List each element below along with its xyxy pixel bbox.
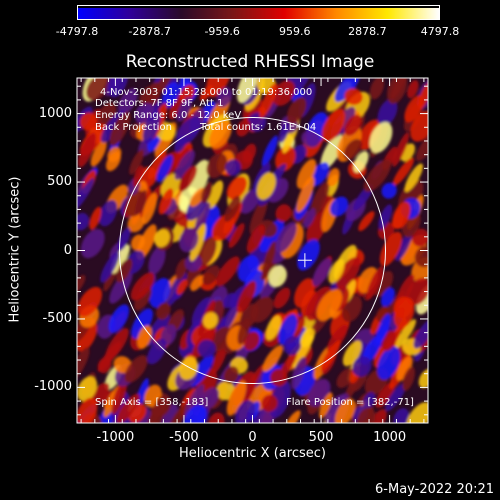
energy-range-text: Energy Range: 6.0 - 12.0 keV bbox=[95, 110, 242, 121]
time-range-text: 4-Nov-2003 01:15:28.000 to 01:19:36.000 bbox=[100, 87, 313, 98]
y-tick-label: 500 bbox=[47, 174, 72, 190]
x-tick-label: 500 bbox=[308, 430, 334, 445]
colorbar-tick-label: -4797.8 bbox=[55, 25, 99, 38]
colorbar-tick-label: -2878.7 bbox=[128, 25, 171, 38]
spin-axis-text: Spin Axis = [358,-183] bbox=[95, 397, 209, 408]
colorbar-tick-label: -959.6 bbox=[204, 25, 240, 38]
colorbar-tick-label: 4797.8 bbox=[420, 25, 460, 38]
solar-limb-circle bbox=[119, 117, 386, 384]
colorbar bbox=[77, 5, 440, 20]
colorbar-tick-label: 2878.7 bbox=[348, 25, 387, 38]
footer-date: 6-May-2022 20:21 bbox=[375, 482, 494, 497]
x-tick-label: -500 bbox=[169, 430, 199, 445]
y-tick-label: 1000 bbox=[38, 105, 72, 121]
y-tick-label: -1000 bbox=[34, 379, 72, 395]
method-text: Back Projection bbox=[95, 122, 172, 133]
image-map bbox=[77, 78, 428, 423]
x-tick-label: -1000 bbox=[96, 430, 135, 445]
y-axis-label: Heliocentric Y (arcsec) bbox=[7, 176, 23, 323]
total-counts-text: Total counts: 1.61E+04 bbox=[200, 122, 317, 133]
flare-position-text: Flare Position = [382,-71] bbox=[286, 397, 414, 408]
colorbar-tick-label: 959.6 bbox=[279, 25, 311, 38]
plot-title: Reconstructed RHESSI Image bbox=[125, 52, 375, 72]
detectors-text: Detectors: 7F 8F 9F, Att 1 bbox=[95, 98, 224, 109]
colorbar-gradient bbox=[78, 8, 439, 19]
x-tick-label: 0 bbox=[248, 430, 257, 445]
flare-position-marker bbox=[297, 253, 312, 268]
y-tick-label: -500 bbox=[42, 310, 72, 326]
x-axis-label: Heliocentric X (arcsec) bbox=[179, 446, 326, 461]
axis-ticks bbox=[77, 78, 428, 423]
x-tick-label: 1000 bbox=[373, 430, 407, 445]
y-tick-label: 0 bbox=[63, 242, 72, 258]
